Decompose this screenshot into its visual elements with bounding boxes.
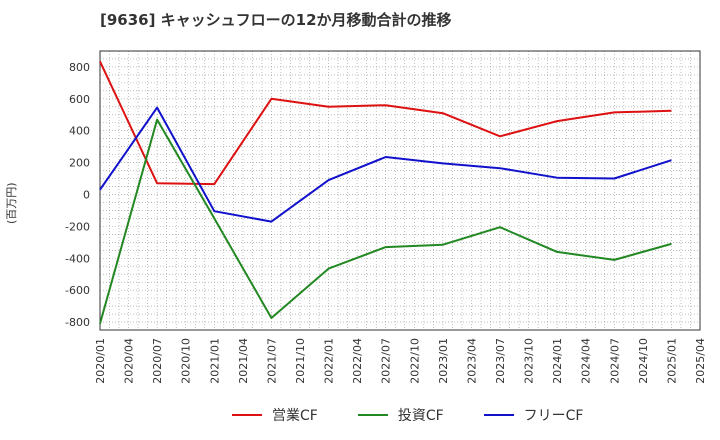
- y-tick-label: -600: [65, 284, 90, 297]
- legend-swatch-operating: [232, 414, 262, 416]
- x-tick-label: 2023/07: [494, 338, 507, 384]
- investing-cf-line: [99, 118, 672, 324]
- x-tick-label: 2022/01: [323, 338, 336, 384]
- x-tick-label: 2020/04: [123, 338, 136, 384]
- free-cf-line: [99, 106, 672, 223]
- legend: 営業CF 投資CF フリーCF: [232, 405, 583, 425]
- y-tick-label: 200: [69, 157, 90, 170]
- legend-item-free: フリーCF: [483, 405, 584, 425]
- y-tick-label: 0: [83, 188, 90, 201]
- y-tick-label: -200: [65, 220, 90, 233]
- x-tick-label: 2021/01: [208, 338, 221, 384]
- x-tick-label: 2022/10: [408, 338, 421, 384]
- legend-label-operating: 営業CF: [272, 408, 318, 424]
- chart-title: [9636] キャッシュフローの12か月移動合計の推移: [100, 11, 452, 29]
- y-tick-label: -800: [65, 316, 90, 329]
- x-tick-label: 2023/10: [523, 338, 536, 384]
- legend-item-investing: 投資CF: [357, 405, 444, 425]
- x-tick-label: 2024/10: [637, 338, 650, 384]
- x-tick-label: 2025/04: [694, 338, 707, 384]
- x-tick-label: 2025/01: [665, 338, 678, 384]
- legend-item-operating: 営業CF: [232, 405, 318, 425]
- y-tick-label: 600: [69, 93, 90, 106]
- x-tick-label: 2021/04: [237, 338, 250, 384]
- legend-label-free: フリーCF: [523, 408, 584, 424]
- legend-label-investing: 投資CF: [397, 408, 444, 424]
- x-tick-label: 2020/07: [151, 338, 164, 384]
- x-tick-label: 2022/07: [380, 338, 393, 384]
- y-tick-label: -400: [65, 252, 90, 265]
- x-tick-label: 2024/04: [580, 338, 593, 384]
- x-tick-label: 2020/10: [180, 338, 193, 384]
- y-tick-label: 400: [69, 125, 90, 138]
- plot-frame: [99, 50, 701, 331]
- x-tick-label: 2024/01: [551, 338, 564, 384]
- x-tick-label: 2024/07: [608, 338, 621, 384]
- x-tick-label: 2021/10: [294, 338, 307, 384]
- x-tick-label: 2023/01: [437, 338, 450, 384]
- x-tick-label: 2021/07: [265, 338, 278, 384]
- x-tick-label: 2022/04: [351, 338, 364, 384]
- plot-area: [100, 51, 700, 330]
- x-tick-label: 2020/01: [94, 338, 107, 384]
- legend-swatch-free: [483, 414, 514, 416]
- x-tick-label: 2023/04: [465, 338, 478, 384]
- legend-swatch-investing: [357, 414, 388, 416]
- y-tick-label: 800: [69, 61, 90, 74]
